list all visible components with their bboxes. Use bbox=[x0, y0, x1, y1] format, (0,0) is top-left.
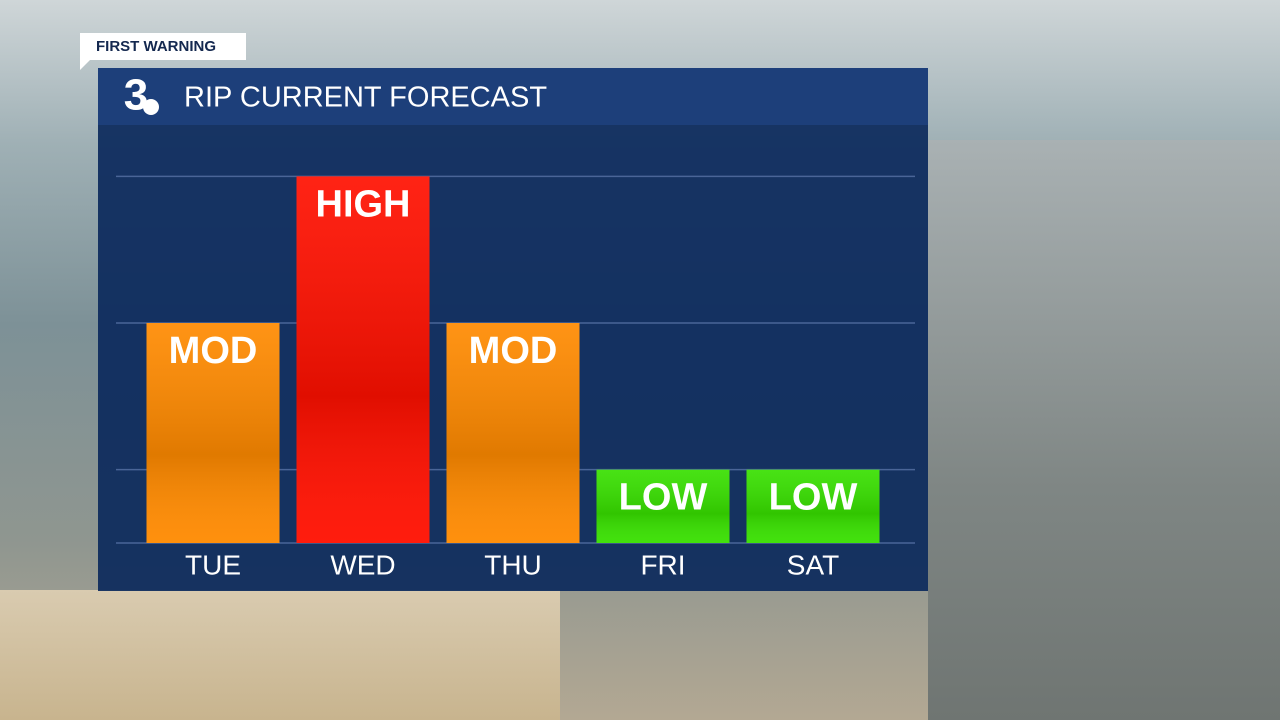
logo: 3 bbox=[124, 71, 148, 120]
badge-tail bbox=[80, 60, 90, 70]
badge: FIRST WARNING bbox=[96, 38, 216, 55]
bar-shade bbox=[596, 469, 730, 543]
logo-eye bbox=[143, 99, 159, 115]
value-label: LOW bbox=[619, 477, 708, 519]
x-tick-label: SAT bbox=[787, 549, 839, 580]
x-tick-label: TUE bbox=[185, 549, 241, 580]
chart-title: RIP CURRENT FORECAST bbox=[184, 82, 547, 114]
x-tick-label: WED bbox=[330, 549, 395, 580]
bar-shade bbox=[446, 323, 580, 543]
city bbox=[928, 140, 1280, 720]
x-tick-label: THU bbox=[484, 549, 542, 580]
header bbox=[98, 68, 928, 125]
value-label: MOD bbox=[169, 330, 258, 372]
bar-shade bbox=[296, 176, 430, 544]
x-tick-label: FRI bbox=[640, 549, 685, 580]
bar-shade bbox=[746, 469, 880, 543]
beach bbox=[0, 590, 560, 720]
value-label: MOD bbox=[469, 330, 558, 372]
value-label: LOW bbox=[769, 477, 858, 519]
badge-box bbox=[80, 33, 246, 60]
value-label: HIGH bbox=[316, 183, 411, 225]
bar-shade bbox=[146, 323, 280, 543]
